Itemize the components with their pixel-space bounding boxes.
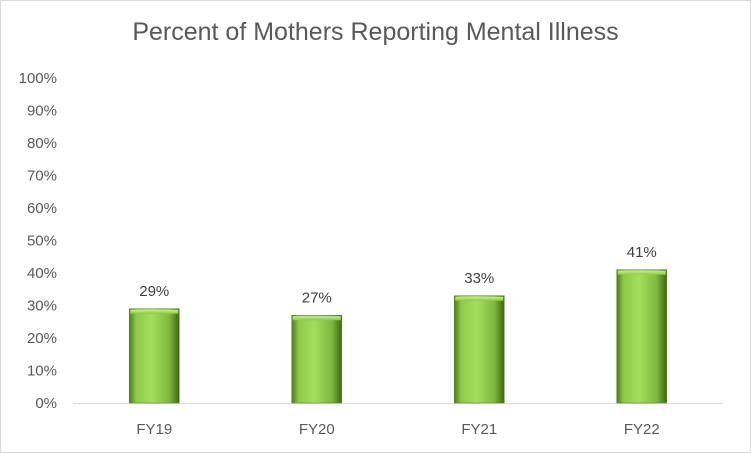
y-tick-label: 0% [35,395,57,412]
bar-fy21 [453,295,505,404]
bar-cap-fy20 [292,316,341,321]
data-label-fy19: 29% [139,283,169,300]
bar-cap-fy19 [130,309,179,314]
data-labels-group: 29% 27% 33% 41% [139,244,657,307]
y-tick-label: 40% [27,265,57,282]
y-tick-label: 50% [27,233,57,250]
x-tick-label-fy19: FY19 [136,421,172,438]
bar-fy20 [291,314,343,404]
data-label-fy21: 33% [464,270,494,287]
x-tick-label-fy22: FY22 [624,421,660,438]
bar-fy22 [616,269,668,404]
bar-fy19 [128,308,180,404]
data-label-fy22: 41% [627,244,657,261]
bar-cap-fy21 [455,296,504,301]
bars-group [128,269,668,404]
chart-title: Percent of Mothers Reporting Mental Illn… [132,18,619,46]
y-tick-label: 20% [27,330,57,347]
x-tick-label-fy20: FY20 [299,421,335,438]
y-axis-tick-labels: 0% 10% 20% 30% 40% 50% 60% 70% 80% 90% 100% [19,70,57,412]
data-label-fy20: 27% [302,289,332,306]
x-tick-label-fy21: FY21 [461,421,497,438]
y-tick-label: 70% [27,168,57,185]
y-tick-label: 100% [19,70,57,87]
y-tick-label: 60% [27,200,57,217]
y-tick-label: 10% [27,363,57,380]
bar-cap-fy22 [617,270,666,275]
y-tick-label: 30% [27,298,57,315]
x-axis-tick-labels: FY19 FY20 FY21 FY22 [136,421,659,438]
y-tick-label: 80% [27,135,57,152]
y-tick-label: 90% [27,103,57,120]
